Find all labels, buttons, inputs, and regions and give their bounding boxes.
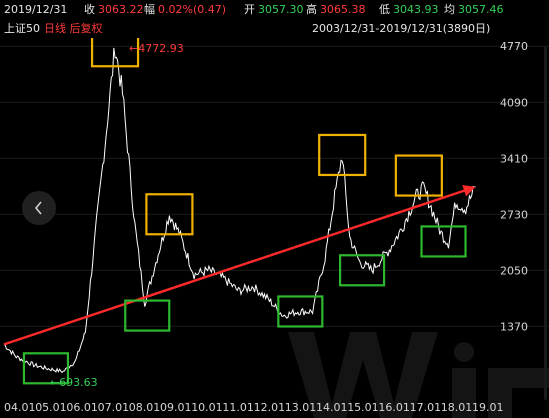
y-axis: 4770 4090 3410 2730 2050 1370 <box>500 40 528 333</box>
trough-highlight-box <box>420 225 467 258</box>
quote-header: 2019/12/31 收 3063.22 幅 0.02%(0.47) 开 305… <box>0 0 549 20</box>
close-value: 3063.22 <box>98 3 144 16</box>
close-label: 收 <box>84 3 95 16</box>
trough-highlight-box <box>338 254 386 287</box>
chart-subheader: 上证50 日线 后复权 2003/12/31-2019/12/31(3890日) <box>0 20 549 38</box>
price-series-line <box>3 47 476 374</box>
avg-value: 3057.46 <box>458 3 504 16</box>
chevron-left-icon <box>34 201 42 215</box>
y-tick-label: 2050 <box>500 264 528 277</box>
x-tick-label: 12.01 <box>254 401 286 414</box>
price-chart[interactable]: 4770 4090 3410 2730 2050 1370 04.01 05.01 06.01… <box>0 38 549 418</box>
back-button[interactable] <box>22 191 56 225</box>
trough-highlight-box <box>124 299 171 332</box>
x-tick-label: 15.01 <box>347 401 379 414</box>
x-tick-label: 04.01 <box>4 401 36 414</box>
x-tick-label: 16.01 <box>378 401 410 414</box>
x-tick-label: 05.01 <box>35 401 66 414</box>
trough-highlight-box <box>22 352 70 385</box>
trough-highlight-box <box>277 295 324 328</box>
high-label: 高 <box>306 3 317 16</box>
trend-arrow <box>3 184 476 346</box>
open-label: 开 <box>244 3 255 16</box>
x-tick-label: 19.01 <box>472 401 504 414</box>
high-value: 3065.38 <box>320 3 366 16</box>
min-value-label: ←693.63 <box>50 376 98 389</box>
y-tick-label: 2730 <box>500 208 528 221</box>
x-tick-label: 08.01 <box>129 401 161 414</box>
low-label: 低 <box>379 3 390 16</box>
avg-label: 均 <box>444 3 455 16</box>
change-label: 幅 <box>144 3 155 16</box>
open-value: 3057.30 <box>258 3 304 16</box>
low-value: 3043.93 <box>393 3 439 16</box>
peak-highlight-box <box>90 38 140 68</box>
x-tick-label: 09.01 <box>160 401 192 414</box>
trend-arrowhead <box>462 184 476 197</box>
trend-line <box>3 187 470 346</box>
y-tick-label: 3410 <box>500 152 528 165</box>
x-tick-label: 11.01 <box>222 401 254 414</box>
highlight-boxes <box>22 38 467 385</box>
change-value: 0.02%(0.47) <box>158 3 227 16</box>
max-value-label: ←4772.93 <box>129 42 184 55</box>
peak-highlight-box <box>318 133 367 177</box>
quote-date: 2019/12/31 <box>4 3 68 16</box>
chart-mode[interactable]: 日线 后复权 <box>44 22 103 35</box>
y-tick-label: 4090 <box>500 96 528 109</box>
x-tick-label: 10.01 <box>191 401 223 414</box>
date-range: 2003/12/31-2019/12/31(3890日) <box>312 22 491 35</box>
y-tick-label: 4770 <box>500 40 528 53</box>
peak-highlight-box <box>394 154 443 197</box>
x-tick-label: 14.01 <box>316 401 348 414</box>
peak-highlight-box <box>145 193 194 236</box>
x-tick-label: 13.01 <box>285 401 317 414</box>
x-tick-label: 07.01 <box>98 401 130 414</box>
x-axis: 04.01 05.01 06.01 07.01 08.01 09.01 10.01 11.01… <box>4 401 504 414</box>
y-tick-label: 1370 <box>500 320 528 333</box>
x-tick-label: 17.01 <box>410 401 442 414</box>
x-tick-label: 06.01 <box>66 401 98 414</box>
x-tick-label: 18.01 <box>441 401 473 414</box>
vertical-scrollbar[interactable] <box>544 46 547 400</box>
chart-grid <box>0 45 549 327</box>
extreme-labels: ←4772.93 ←693.63 <box>50 42 184 389</box>
index-name: 上证50 <box>4 22 40 35</box>
watermark <box>288 332 549 418</box>
